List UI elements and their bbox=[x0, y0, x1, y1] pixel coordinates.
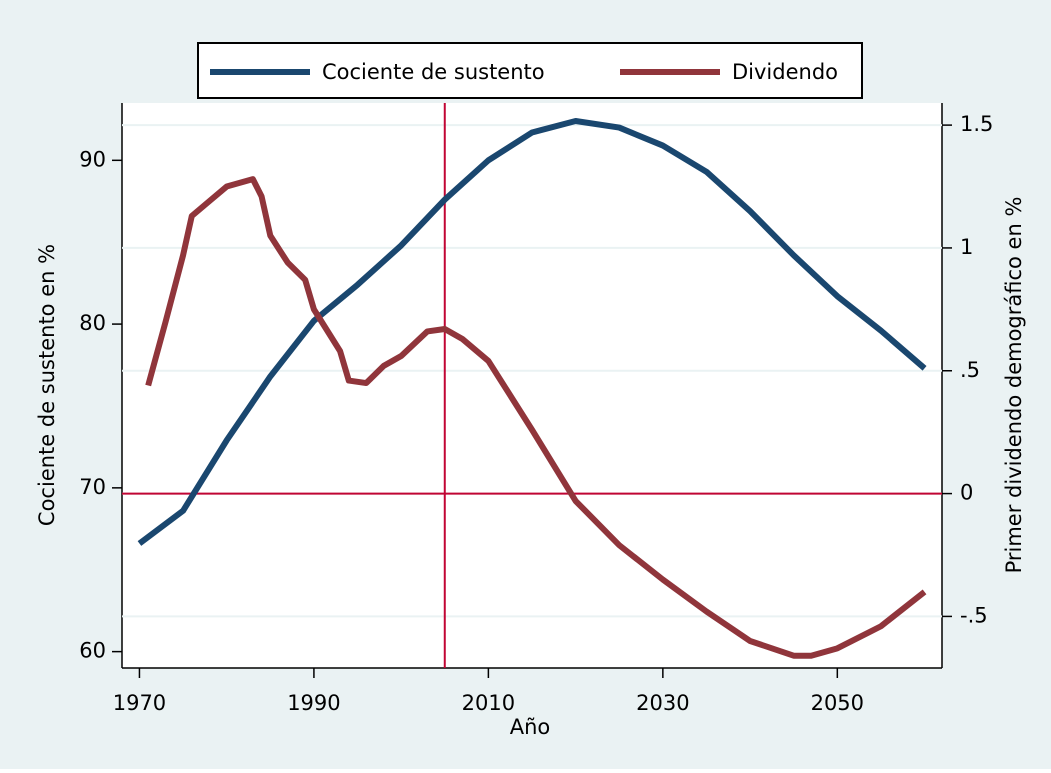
y2-axis-label: Primer dividendo demográfico en % bbox=[1002, 197, 1026, 574]
x-tick-label: 2010 bbox=[462, 691, 515, 715]
y-tick-label: 70 bbox=[79, 475, 106, 499]
y2-tick-label: 0 bbox=[960, 481, 973, 505]
data-line bbox=[145, 176, 927, 659]
x-tick-label: 1990 bbox=[287, 691, 340, 715]
y2-tick-label: .5 bbox=[960, 358, 980, 382]
plot-area bbox=[122, 103, 942, 668]
x-tick-label: 2050 bbox=[811, 691, 864, 715]
y-tick-label: 80 bbox=[79, 311, 106, 335]
y-axis-label: Cociente de sustento en % bbox=[35, 244, 59, 526]
x-tick-label: 1970 bbox=[113, 691, 166, 715]
x-tick-label: 2030 bbox=[636, 691, 689, 715]
y2-tick-label: 1 bbox=[960, 235, 973, 259]
legend-label: Cociente de sustento bbox=[322, 60, 545, 84]
y-tick-label: 60 bbox=[79, 639, 106, 663]
legend-label: Dividendo bbox=[732, 60, 838, 84]
y2-tick-label: -.5 bbox=[960, 603, 988, 627]
y2-tick-label: 1.5 bbox=[960, 112, 993, 136]
x-axis-label: Año bbox=[510, 715, 551, 739]
data-line bbox=[137, 118, 927, 546]
y-tick-label: 90 bbox=[79, 147, 106, 171]
